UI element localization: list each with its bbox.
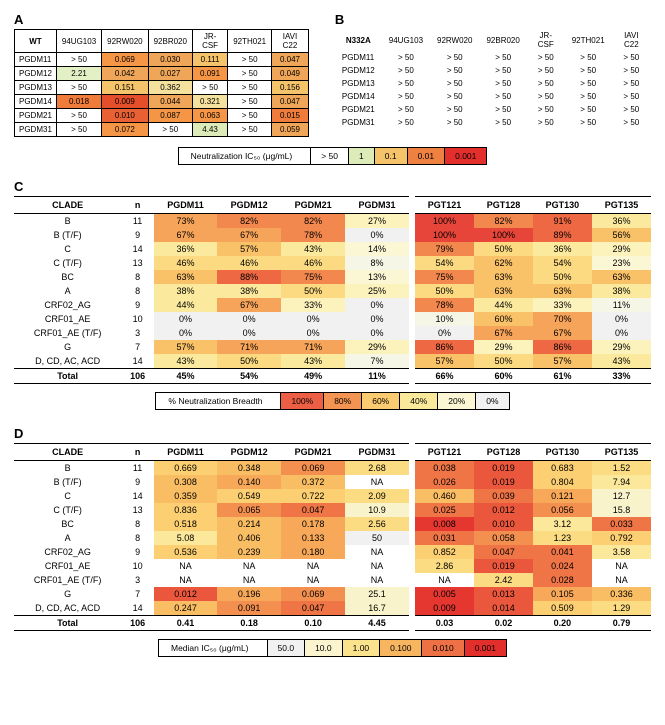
legend-d-row: Median IC₅₀ (μg/mL)50.010.01.000.1000.01… bbox=[14, 639, 651, 657]
table-panel-c: CLADEnPGDM11PGDM12PGDM21PGDM31PGT121PGT1… bbox=[14, 196, 651, 384]
legend-c-row: % Neutralization Breadth100%80%60%40%20%… bbox=[14, 392, 651, 410]
legend-ab: Neutralization IC₅₀ (μg/mL)> 5010.10.010… bbox=[178, 147, 488, 165]
panel-b-label: B bbox=[335, 12, 651, 27]
legend-ab-row: Neutralization IC₅₀ (μg/mL)> 5010.10.010… bbox=[14, 147, 651, 165]
row-panels-a-b: A WT94UG10392RW02092BR020JR-CSF92TH021IA… bbox=[14, 12, 651, 137]
panel-b: B N332A94UG10392RW02092BR020JR-CSF92TH02… bbox=[335, 12, 651, 137]
table-panel-b: N332A94UG10392RW02092BR020JR-CSF92TH021I… bbox=[335, 29, 651, 129]
legend-c: % Neutralization Breadth100%80%60%40%20%… bbox=[155, 392, 509, 410]
table-panel-a: WT94UG10392RW02092BR020JR-CSF92TH021IAVI… bbox=[14, 29, 309, 137]
table-panel-d: CLADEnPGDM11PGDM12PGDM21PGDM31PGT121PGT1… bbox=[14, 443, 651, 631]
legend-d: Median IC₅₀ (μg/mL)50.010.01.000.1000.01… bbox=[158, 639, 507, 657]
panel-d-label: D bbox=[14, 426, 651, 441]
panel-a: A WT94UG10392RW02092BR020JR-CSF92TH021IA… bbox=[14, 12, 309, 137]
panel-c-label: C bbox=[14, 179, 651, 194]
panel-a-label: A bbox=[14, 12, 309, 27]
